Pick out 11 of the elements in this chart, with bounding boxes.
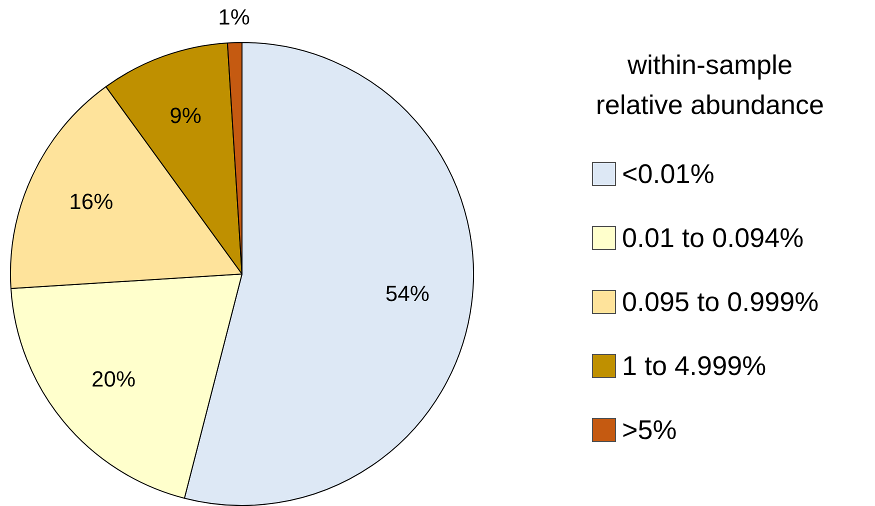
- data-label: 16%: [69, 189, 114, 214]
- legend-label: 0.01 to 0.094%: [622, 222, 804, 254]
- legend-label: <0.01%: [622, 158, 714, 190]
- legend-label: 1 to 4.999%: [622, 350, 766, 382]
- legend-label: 0.095 to 0.999%: [622, 286, 819, 318]
- legend-label: >5%: [622, 414, 677, 446]
- legend-title: within-sample relative abundance: [594, 49, 826, 122]
- data-label: 1%: [218, 4, 250, 30]
- data-label: 9%: [170, 103, 202, 128]
- data-label: 54%: [385, 280, 430, 306]
- data-label: 20%: [92, 366, 136, 392]
